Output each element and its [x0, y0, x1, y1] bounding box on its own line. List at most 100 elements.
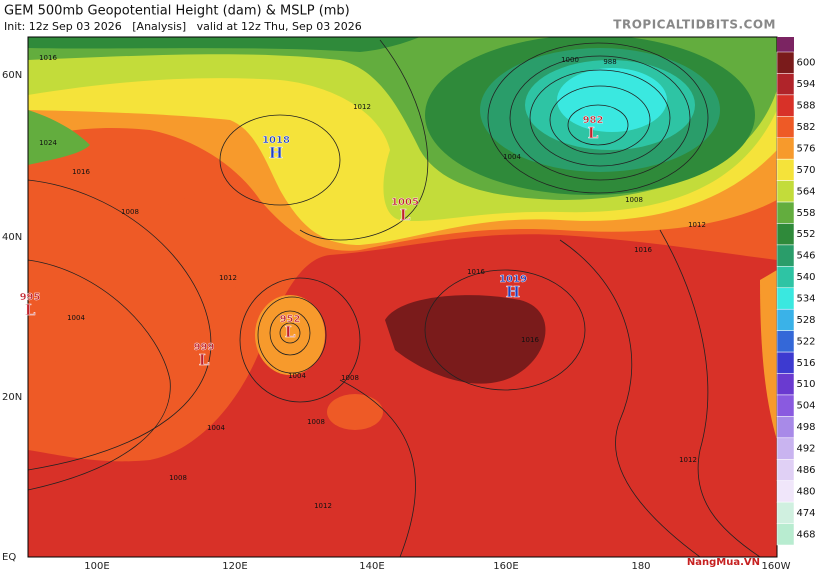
lat-label: EQ	[2, 552, 16, 563]
colorbar-swatch	[776, 137, 795, 160]
title: GEM 500mb Geopotential Height (dam) & MS…	[4, 4, 350, 19]
colorbar-label: 510	[796, 379, 815, 390]
pressure-center-value: 995	[20, 292, 41, 303]
lon-label: 140E	[359, 561, 384, 572]
colorbar-swatch	[776, 351, 795, 374]
colorbar-swatch	[776, 308, 795, 331]
colorbar-swatch	[776, 394, 795, 417]
colorbar-label: 546	[796, 251, 815, 262]
pressure-center-value: 999	[194, 342, 215, 353]
colorbar-label: 504	[796, 401, 815, 412]
pressure-center-value: 982	[583, 115, 604, 126]
pressure-center-letter: L	[285, 323, 296, 341]
lon-label: 160E	[493, 561, 518, 572]
colorbar-label: 594	[796, 79, 815, 90]
colorbar-swatch	[776, 287, 795, 310]
colorbar-label: 498	[796, 422, 815, 433]
isobar-label: 1016	[521, 336, 539, 344]
colorbar-swatch	[776, 330, 795, 353]
pressure-center-value: 1018	[262, 135, 290, 146]
colorbar-swatch	[776, 373, 795, 396]
colorbar-swatch	[776, 416, 795, 439]
colorbar-swatch	[776, 73, 795, 96]
brand: TROPICALTIDBITS.COM	[613, 18, 776, 32]
isobar-label: 1004	[67, 314, 85, 322]
isobar-label: 1012	[679, 456, 697, 464]
colorbar-label: 528	[796, 315, 815, 326]
isobar-label: 1012	[219, 274, 237, 282]
pressure-center-letter: L	[199, 351, 210, 369]
lon-label: 100E	[84, 561, 109, 572]
colorbar-label: 558	[796, 208, 815, 219]
isobar-label: 1016	[72, 168, 90, 176]
colorbar-swatch	[776, 523, 795, 546]
colorbar-label: 564	[796, 186, 815, 197]
colorbar-swatch	[776, 501, 795, 524]
pressure-center-letter: L	[400, 206, 411, 224]
colorbar-label: 522	[796, 336, 815, 347]
lat-label: 40N	[2, 232, 22, 243]
colorbar-swatch	[776, 158, 795, 181]
colorbar-label: 576	[796, 143, 815, 154]
colorbar-label: 600	[796, 58, 815, 69]
colorbar-label: 468	[796, 529, 815, 540]
pressure-center-letter: H	[269, 144, 283, 162]
lon-label: 160W	[762, 561, 791, 572]
isobar-label: 1004	[207, 424, 225, 432]
watermark: NangMua.VN	[687, 557, 760, 568]
colorbar-label: 534	[796, 294, 815, 305]
isobar-label: 1008	[307, 418, 325, 426]
colorbar-label: 492	[796, 444, 815, 455]
pressure-center-letter: L	[588, 124, 599, 142]
isobar-label: 1008	[169, 474, 187, 482]
isobar-label: 1024	[39, 139, 57, 147]
colorbar-label: 480	[796, 486, 815, 497]
pressure-center-letter: H	[506, 283, 520, 301]
colorbar-label: 486	[796, 465, 815, 476]
pressure-center-value: 1005	[391, 197, 419, 208]
isobar-label: 1004	[503, 153, 521, 161]
isobar-label: 1016	[634, 246, 652, 254]
isobar-label: 1012	[314, 502, 332, 510]
isobar-label: 1008	[625, 196, 643, 204]
colorbar-label: 588	[796, 101, 815, 112]
colorbar-label: 540	[796, 272, 815, 283]
isobars	[28, 39, 761, 557]
colorbar-label: 516	[796, 358, 815, 369]
isobar-label: 988	[603, 58, 616, 66]
isobar-label: 1000	[561, 56, 579, 64]
colorbar-cap	[777, 37, 794, 52]
lon-label: 180	[631, 561, 650, 572]
isobar-label: 1008	[341, 374, 359, 382]
colorbar-swatch	[776, 116, 795, 138]
colorbar-swatch	[776, 201, 795, 224]
lat-label: 60N	[2, 70, 22, 81]
isobar-label: 1016	[467, 268, 485, 276]
isobar-label: 1008	[121, 208, 139, 216]
isobar-label: 1004	[288, 372, 306, 380]
pressure-center-value: 952	[280, 314, 301, 325]
subtitle: Init: 12z Sep 03 2026 [Analysis] valid a…	[4, 20, 362, 33]
colorbar-label: 570	[796, 165, 815, 176]
colorbar-swatch	[776, 180, 795, 203]
lat-label: 20N	[2, 392, 22, 403]
height-field	[28, 37, 777, 557]
dynamic-layer: 60N 40N 20N EQ 100E 120E 140E 160E 180 160W 600 594…	[2, 37, 816, 572]
lon-label: 120E	[222, 561, 247, 572]
isobar-label: 1012	[688, 221, 706, 229]
colorbar-label: 582	[796, 122, 815, 133]
colorbar-swatch	[776, 480, 795, 503]
pressure-center-value: 1019	[499, 274, 527, 285]
colorbar-swatch	[776, 437, 795, 460]
pressure-center-letter: L	[25, 301, 36, 319]
colorbar-swatch	[776, 266, 795, 289]
colorbar-swatch	[776, 51, 795, 74]
colorbar-label: 552	[796, 229, 815, 240]
isobar-label: 1012	[353, 103, 371, 111]
colorbar-label: 474	[796, 508, 815, 519]
colorbar-swatch	[776, 459, 795, 481]
colorbar-swatch	[776, 94, 795, 117]
colorbar-swatch	[776, 223, 795, 246]
colorbar-swatch	[776, 244, 795, 267]
